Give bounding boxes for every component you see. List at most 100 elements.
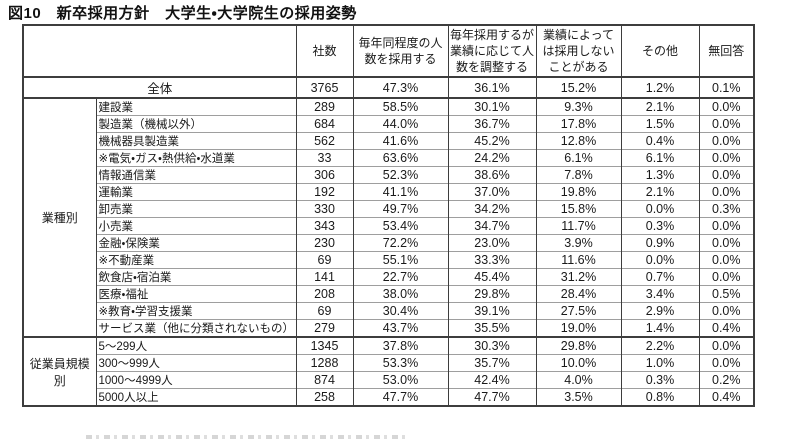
value-cell: 0.0% bbox=[698, 97, 755, 116]
value-cell: 35.5% bbox=[447, 319, 537, 337]
value-cell: 2.1% bbox=[620, 97, 700, 116]
value-cell: 258 bbox=[295, 388, 354, 406]
row-label: ※電気・ガス・熱供給・水道業 bbox=[95, 149, 297, 167]
row-label: 飲食店・宿泊業 bbox=[95, 268, 297, 286]
value-cell: 58.5% bbox=[352, 97, 449, 116]
table-row: ※教育・学習支援業 69 30.4% 39.1% 27.5% 2.9% 0.0% bbox=[23, 302, 755, 320]
row-label: 1000～4999人 bbox=[95, 371, 297, 389]
value-cell: 44.0% bbox=[352, 115, 449, 133]
value-cell: 1.3% bbox=[620, 166, 700, 184]
value-cell: 42.4% bbox=[447, 371, 537, 389]
value-cell: 562 bbox=[295, 132, 354, 150]
value-cell: 141 bbox=[295, 268, 354, 286]
row-label: 小売業 bbox=[95, 217, 297, 235]
value-cell: 343 bbox=[295, 217, 354, 235]
table-row: 医療・福祉 208 38.0% 29.8% 28.4% 3.4% 0.5% bbox=[23, 285, 755, 303]
value-cell: 29.8% bbox=[535, 336, 622, 355]
table-row: 卸売業 330 49.7% 34.2% 15.8% 0.0% 0.3% bbox=[23, 200, 755, 218]
value-cell: 41.6% bbox=[352, 132, 449, 150]
value-cell: 2.2% bbox=[620, 336, 700, 355]
table-row: ※電気・ガス・熱供給・水道業 33 63.6% 24.2% 6.1% 6.1% 0.0% bbox=[23, 149, 755, 167]
value-cell: 47.7% bbox=[352, 388, 449, 406]
value-cell: 35.7% bbox=[447, 354, 537, 372]
table-row: ※不動産業 69 55.1% 33.3% 11.6% 0.0% 0.0% bbox=[23, 251, 755, 269]
value-cell: 10.0% bbox=[535, 354, 622, 372]
table-row: 情報通信業 306 52.3% 38.6% 7.8% 1.3% 0.0% bbox=[23, 166, 755, 184]
value-cell: 0.3% bbox=[620, 371, 700, 389]
value-cell: 0.0% bbox=[698, 234, 755, 252]
value-cell: 24.2% bbox=[447, 149, 537, 167]
value-cell: 874 bbox=[295, 371, 354, 389]
row-label: 金融・保険業 bbox=[95, 234, 297, 252]
value-cell: 53.4% bbox=[352, 217, 449, 235]
value-cell: 0.9% bbox=[620, 234, 700, 252]
value-cell: 27.5% bbox=[535, 302, 622, 320]
corner-cell bbox=[22, 25, 297, 78]
value-cell: 0.0% bbox=[698, 302, 755, 320]
value-cell: 4.0% bbox=[535, 371, 622, 389]
table-row: 業種別 建設業 289 58.5% 30.1% 9.3% 2.1% 0.0% bbox=[22, 97, 755, 337]
table-row: 機械器具製造業 562 41.6% 45.2% 12.8% 0.4% 0.0% bbox=[23, 132, 755, 150]
value-cell: 3.5% bbox=[535, 388, 622, 406]
value-cell: 0.0% bbox=[698, 217, 755, 235]
table-row: 1000～4999人 874 53.0% 42.4% 4.0% 0.3% 0.2% bbox=[23, 371, 755, 389]
value-cell: 15.8% bbox=[535, 200, 622, 218]
row-label: 機械器具製造業 bbox=[95, 132, 297, 150]
value-cell: 0.8% bbox=[620, 388, 700, 406]
value-cell: 9.3% bbox=[535, 97, 622, 116]
value-cell: 19.0% bbox=[535, 319, 622, 337]
value-cell: 19.8% bbox=[535, 183, 622, 201]
row-label: ※教育・学習支援業 bbox=[95, 302, 297, 320]
table-row: 5000人以上 258 47.7% 47.7% 3.5% 0.8% 0.4% bbox=[23, 388, 755, 406]
value-cell: 34.7% bbox=[447, 217, 537, 235]
col-header-2: 毎年採用するが業績に応じて人数を調整する bbox=[447, 25, 537, 78]
value-cell: 41.1% bbox=[352, 183, 449, 201]
value-cell: 0.7% bbox=[620, 268, 700, 286]
value-cell: 36.1% bbox=[447, 77, 537, 99]
value-cell: 30.1% bbox=[447, 97, 537, 116]
value-cell: 11.6% bbox=[535, 251, 622, 269]
value-cell: 0.0% bbox=[698, 115, 755, 133]
value-cell: 53.0% bbox=[352, 371, 449, 389]
value-cell: 45.2% bbox=[447, 132, 537, 150]
col-header-1: 毎年同程度の人数を採用する bbox=[352, 25, 449, 78]
value-cell: 28.4% bbox=[535, 285, 622, 303]
value-cell: 72.2% bbox=[352, 234, 449, 252]
value-cell: 0.0% bbox=[698, 336, 755, 355]
value-cell: 0.0% bbox=[620, 200, 700, 218]
value-cell: 0.2% bbox=[698, 371, 755, 389]
value-cell: 0.3% bbox=[698, 200, 755, 218]
group-label: 従業員規模別 bbox=[22, 336, 97, 406]
value-cell: 47.3% bbox=[352, 77, 449, 99]
value-cell: 12.8% bbox=[535, 132, 622, 150]
value-cell: 0.0% bbox=[698, 132, 755, 150]
row-label: 情報通信業 bbox=[95, 166, 297, 184]
value-cell: 306 bbox=[295, 166, 354, 184]
value-cell: 30.4% bbox=[352, 302, 449, 320]
value-cell: 7.8% bbox=[535, 166, 622, 184]
overall-label: 全体 bbox=[22, 77, 297, 99]
survey-table: 社数 毎年同程度の人数を採用する 毎年採用するが業績に応じて人数を調整する 業績によっ… bbox=[22, 24, 755, 407]
value-cell: 37.8% bbox=[352, 336, 449, 355]
value-cell: 52.3% bbox=[352, 166, 449, 184]
table-row: 小売業 343 53.4% 34.7% 11.7% 0.3% 0.0% bbox=[23, 217, 755, 235]
value-cell: 69 bbox=[295, 251, 354, 269]
group-label: 業種別 bbox=[22, 97, 97, 337]
value-cell: 69 bbox=[295, 302, 354, 320]
row-label: 製造業（機械以外） bbox=[95, 115, 297, 133]
value-cell: 22.7% bbox=[352, 268, 449, 286]
value-cell: 279 bbox=[295, 319, 354, 337]
value-cell: 1.4% bbox=[620, 319, 700, 337]
value-cell: 17.8% bbox=[535, 115, 622, 133]
overall-row: 全体 3765 47.3% 36.1% 15.2% 1.2% 0.1% bbox=[22, 77, 755, 99]
value-cell: 38.0% bbox=[352, 285, 449, 303]
value-cell: 0.0% bbox=[698, 149, 755, 167]
table-row: 金融・保険業 230 72.2% 23.0% 3.9% 0.9% 0.0% bbox=[23, 234, 755, 252]
value-cell: 0.4% bbox=[698, 388, 755, 406]
col-header-3: 業績によっては採用しないことがある bbox=[535, 25, 622, 78]
value-cell: 0.3% bbox=[620, 217, 700, 235]
row-label: 5～299人 bbox=[95, 336, 297, 355]
value-cell: 55.1% bbox=[352, 251, 449, 269]
value-cell: 1345 bbox=[295, 336, 354, 355]
value-cell: 15.2% bbox=[535, 77, 622, 99]
